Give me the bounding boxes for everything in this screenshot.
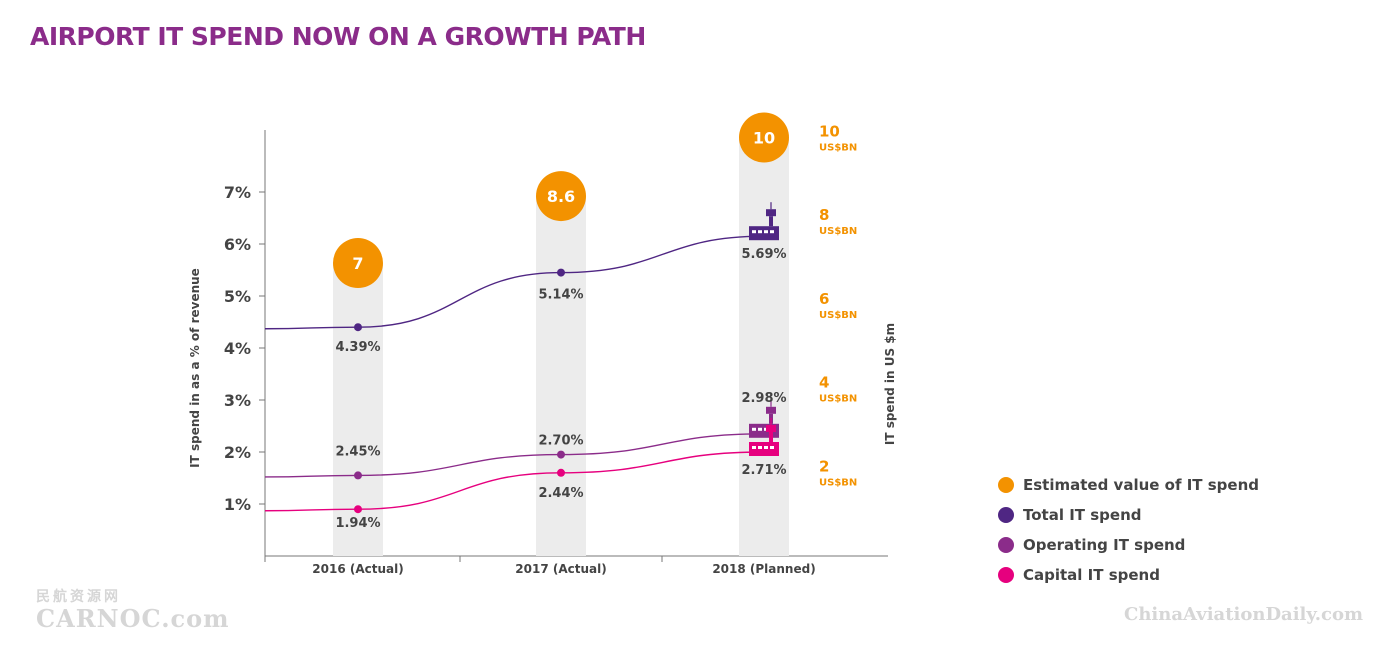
x-tick-label: 2017 (Actual) xyxy=(515,562,606,576)
y2-tick-unit: US$BN xyxy=(819,143,857,154)
airport-tower-icon xyxy=(749,418,779,456)
series-point xyxy=(354,323,362,332)
series-point xyxy=(557,450,565,459)
estimate-label: 8.6 xyxy=(547,187,575,206)
estimate-circle xyxy=(536,171,586,222)
watermark-cn-text: 民航资源网 xyxy=(36,589,121,605)
legend-label: Capital IT spend xyxy=(1023,566,1160,584)
legend-label: Total IT spend xyxy=(1023,506,1142,524)
page-title: AIRPORT IT SPEND NOW ON A GROWTH PATH xyxy=(30,22,646,51)
y-tick-label: 2% xyxy=(224,443,251,462)
series-data-label: 5.14% xyxy=(538,288,583,303)
series-point xyxy=(557,468,565,477)
series-line xyxy=(264,433,765,478)
y2-tick-value: 2 xyxy=(819,457,829,475)
estimate-circle xyxy=(739,112,789,163)
y2-tick-value: 6 xyxy=(819,290,829,308)
y2-tick-unit: US$BN xyxy=(819,310,857,321)
series-data-label: 2.98% xyxy=(741,391,786,406)
y2-tick-unit: US$BN xyxy=(819,477,857,488)
y-tick-label: 4% xyxy=(224,339,251,358)
x-tick-label: 2018 (Planned) xyxy=(712,562,815,576)
series-line xyxy=(264,451,765,512)
y-tick-label: 1% xyxy=(224,495,251,514)
legend-item-estimated: Estimated value of IT spend xyxy=(998,470,1259,500)
series-data-label: 1.94% xyxy=(335,516,380,531)
legend-swatch xyxy=(998,477,1014,493)
y2-axis-title: IT spend in US $m xyxy=(883,323,897,445)
watermark-en-text: CARNOC.com xyxy=(36,604,230,633)
y2-tick-value: 10 xyxy=(819,123,840,141)
y-axis-title: IT spend in as a % of revenue xyxy=(188,268,202,468)
series-data-label: 2.44% xyxy=(538,486,583,501)
watermark-carnoc: 民航资源网 CARNOC.com xyxy=(36,586,230,633)
legend-item-capital: Capital IT spend xyxy=(998,560,1259,590)
series-point xyxy=(354,471,362,480)
y-tick-label: 6% xyxy=(224,235,251,254)
legend-swatch xyxy=(998,567,1014,583)
legend-label: Estimated value of IT spend xyxy=(1023,476,1260,494)
estimate-label: 10 xyxy=(753,129,775,148)
y-tick-label: 3% xyxy=(224,391,251,410)
y2-tick-value: 4 xyxy=(819,374,829,392)
series-data-label: 2.45% xyxy=(335,444,380,459)
legend-swatch xyxy=(998,507,1014,523)
legend-swatch xyxy=(998,537,1014,553)
y2-tick-unit: US$BN xyxy=(819,394,857,405)
series-point xyxy=(557,268,565,277)
series-data-label: 2.70% xyxy=(538,434,583,449)
series-data-label: 4.39% xyxy=(335,340,380,355)
y2-tick-value: 8 xyxy=(819,206,829,224)
series-line xyxy=(264,235,765,330)
legend: Estimated value of IT spend Total IT spe… xyxy=(998,470,1259,590)
legend-label: Operating IT spend xyxy=(1023,536,1186,554)
series-data-label: 5.69% xyxy=(741,247,786,262)
estimate-label: 7 xyxy=(352,254,363,273)
y-tick-label: 7% xyxy=(224,183,251,202)
legend-item-operating: Operating IT spend xyxy=(998,530,1259,560)
x-tick-label: 2016 (Actual) xyxy=(312,562,403,576)
series-data-label: 2.71% xyxy=(741,463,786,478)
watermark-china-aviation-daily: ChinaAviationDaily.com xyxy=(1124,604,1364,625)
estimate-band xyxy=(536,196,586,556)
airport-tower-icon xyxy=(749,202,779,241)
y2-tick-unit: US$BN xyxy=(819,226,857,237)
y-tick-label: 5% xyxy=(224,287,251,306)
legend-item-total: Total IT spend xyxy=(998,500,1259,530)
series-point xyxy=(354,505,362,514)
estimate-circle xyxy=(333,238,383,289)
estimate-band xyxy=(739,137,789,556)
